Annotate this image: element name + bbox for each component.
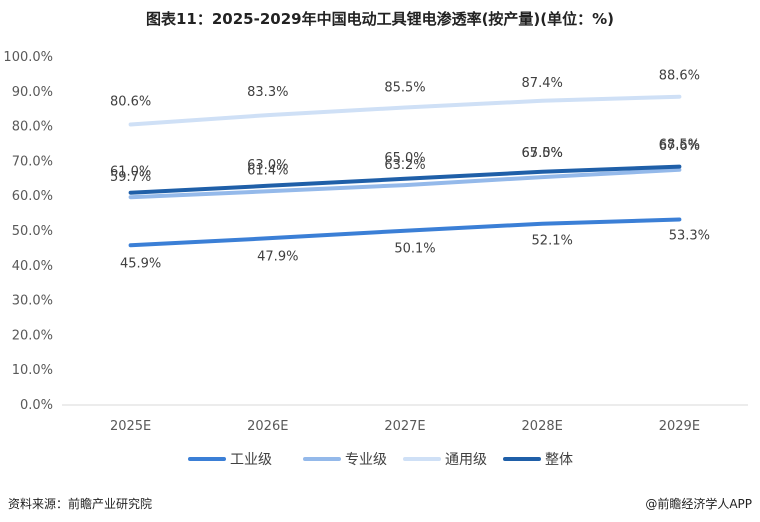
legend-label: 专业级 [345,452,387,468]
chart-title: 图表11：2025-2029年中国电动工具锂电渗透率(按产量)(单位：%) [145,10,615,28]
y-tick-label: 0.0% [20,398,53,413]
y-tick-label: 60.0% [12,189,53,204]
series-lines [128,94,682,248]
data-label: 67.0% [522,146,563,161]
y-tick-label: 10.0% [12,363,53,378]
legend-label: 整体 [545,452,573,468]
y-tick-label: 80.0% [12,120,53,135]
x-tick-label: 2026E [247,419,288,434]
legend-label: 工业级 [230,452,272,468]
y-axis-ticks: 0.0% 10.0% 20.0% 30.0% 40.0% 50.0% 60.0% 70.0% 8… [3,50,53,413]
data-label: 47.9% [257,249,298,264]
data-label: 88.6% [659,69,700,84]
source-note: 资料来源：前瞻产业研究院 [8,497,153,511]
y-tick-label: 40.0% [12,259,53,274]
series-line-0 [128,217,682,248]
data-label: 63.2% [384,158,425,173]
y-tick-label: 100.0% [3,50,53,65]
data-label: 52.1% [532,234,573,249]
data-label: 63.0% [247,158,288,173]
data-label: 87.4% [522,76,563,91]
series-line-2 [128,94,682,127]
data-label: 50.1% [394,242,435,257]
y-tick-label: 20.0% [12,328,53,343]
data-label: 53.3% [669,229,710,244]
data-labels: 45.9% 47.9% 50.1% 52.1% 53.3% 59.7% 61.4% 63.2%… [110,69,710,272]
x-tick-label: 2027E [384,419,425,434]
legend-label: 通用级 [445,452,487,468]
data-label: 65.5% [522,146,563,161]
data-label: 65.0% [384,151,425,166]
data-label: 45.9% [120,256,161,271]
series-line-1 [128,167,682,200]
data-label: 85.5% [384,80,425,95]
data-label: 83.3% [247,85,288,100]
data-label: 80.6% [110,95,151,110]
y-tick-label: 30.0% [12,294,53,309]
legend: 工业级 专业级 通用级 整体 [188,452,573,468]
y-tick-label: 70.0% [12,154,53,169]
data-label: 59.7% [110,170,151,185]
data-label: 67.6% [659,139,700,154]
data-label: 61.4% [247,163,288,178]
y-tick-label: 90.0% [12,85,53,100]
series-line-3 [128,164,682,195]
brand-note: @前瞻经济学人APP [645,497,752,511]
x-axis-ticks: 2025E 2026E 2027E 2028E 2029E [110,419,700,434]
x-tick-label: 2028E [522,419,563,434]
y-tick-label: 50.0% [12,224,53,239]
x-tick-label: 2029E [659,419,700,434]
data-label: 61.0% [110,165,151,180]
data-label: 68.5% [659,138,700,153]
x-tick-label: 2025E [110,419,151,434]
